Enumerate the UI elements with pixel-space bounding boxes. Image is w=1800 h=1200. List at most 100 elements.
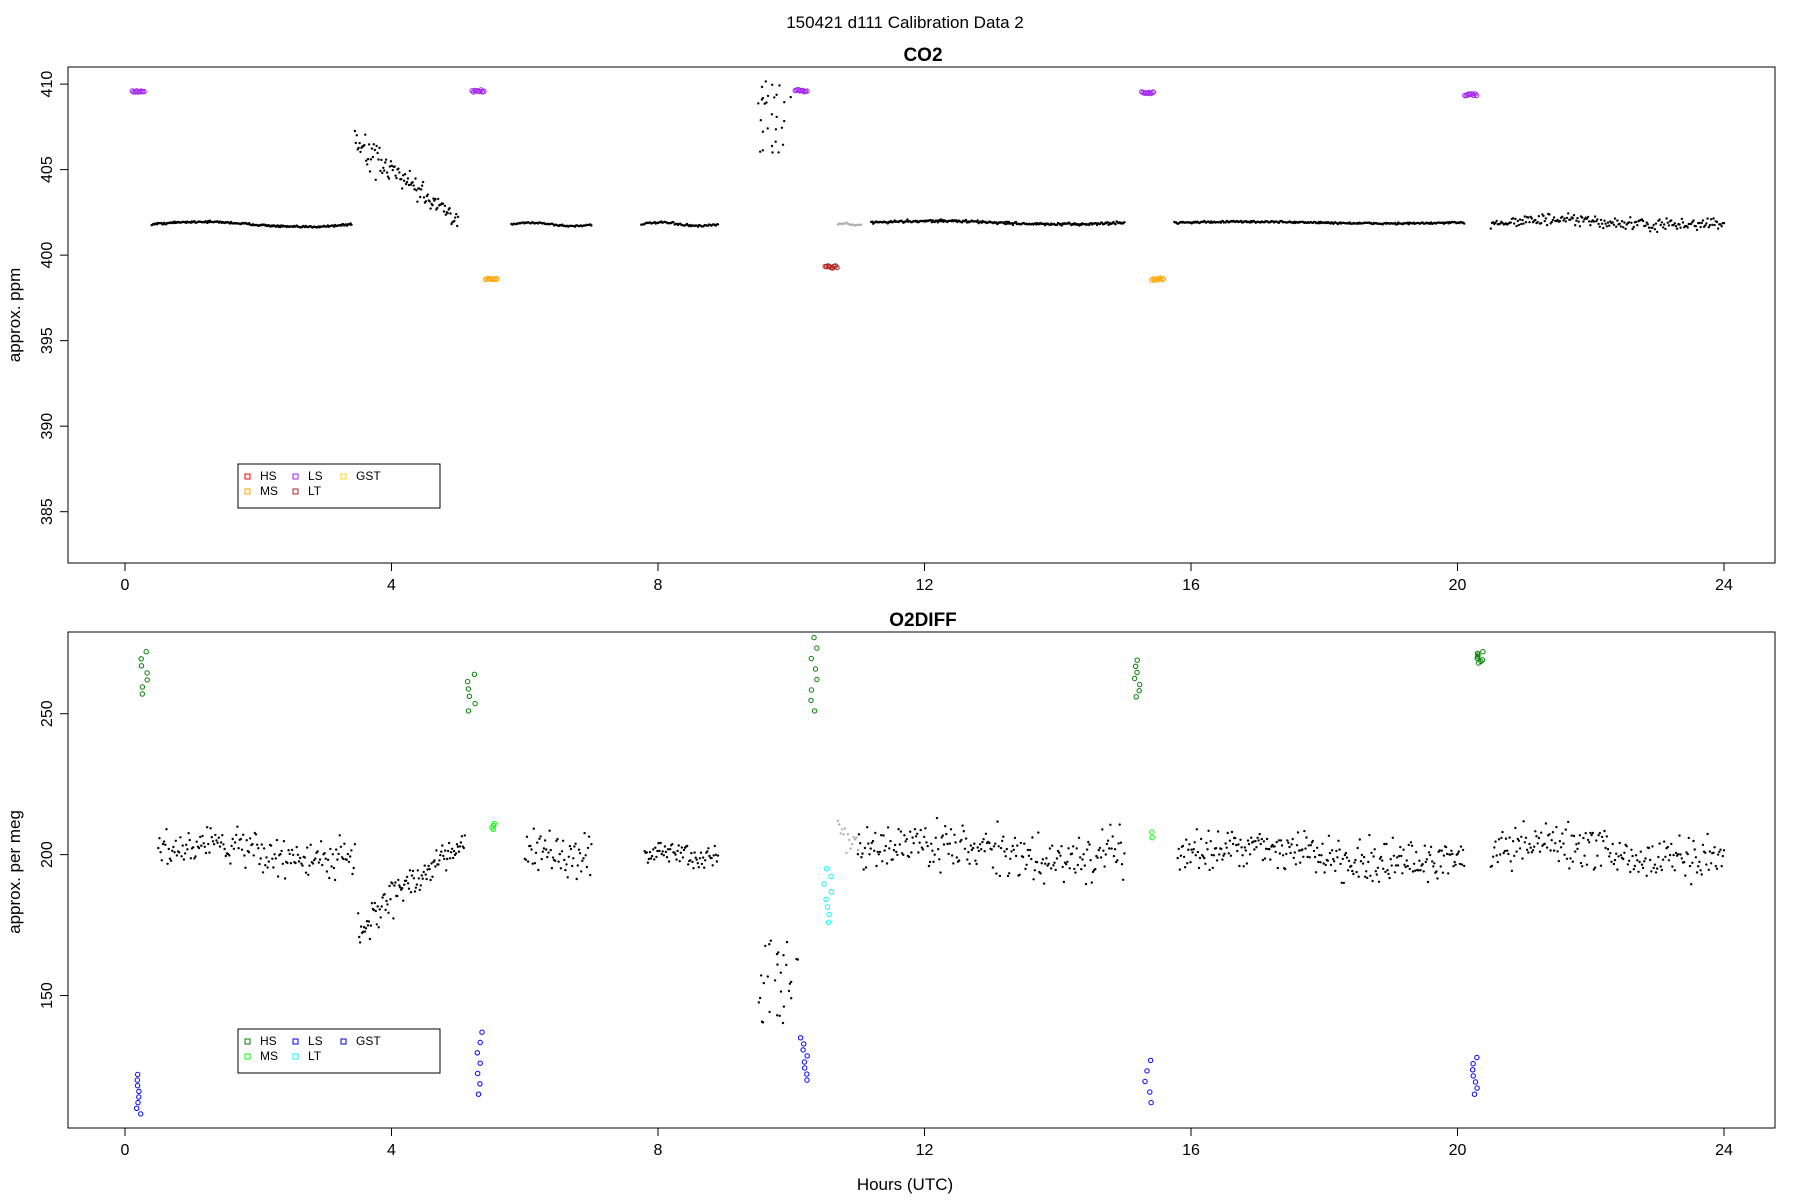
data-point bbox=[342, 857, 345, 861]
data-point bbox=[1690, 222, 1693, 226]
calibration-point bbox=[134, 1083, 141, 1089]
calibration-point bbox=[1149, 835, 1155, 841]
data-point bbox=[398, 884, 401, 887]
data-point bbox=[1260, 837, 1264, 841]
data-point bbox=[760, 85, 764, 89]
data-point bbox=[1023, 842, 1026, 845]
data-point bbox=[1313, 855, 1317, 859]
data-point bbox=[1265, 837, 1269, 841]
x-tick-label: 0 bbox=[121, 577, 130, 594]
data-point bbox=[534, 851, 538, 855]
data-point bbox=[368, 170, 372, 173]
calibration-point bbox=[814, 645, 820, 651]
data-point bbox=[1584, 832, 1587, 835]
data-point bbox=[1695, 228, 1699, 232]
data-point bbox=[1393, 871, 1397, 874]
data-point bbox=[1522, 820, 1525, 823]
data-point bbox=[1334, 869, 1337, 873]
data-point bbox=[1603, 829, 1606, 833]
data-point bbox=[1605, 835, 1609, 838]
data-point bbox=[836, 819, 840, 823]
data-point bbox=[1445, 852, 1449, 856]
data-point bbox=[976, 846, 979, 849]
data-point bbox=[1515, 224, 1518, 228]
data-point bbox=[1618, 841, 1621, 845]
data-point bbox=[1578, 834, 1582, 837]
data-point bbox=[1188, 843, 1191, 846]
data-point bbox=[1706, 217, 1709, 220]
data-point bbox=[1514, 217, 1517, 221]
data-point bbox=[1698, 860, 1701, 863]
data-point bbox=[289, 862, 293, 865]
data-point bbox=[1572, 214, 1576, 217]
data-point bbox=[1257, 839, 1260, 842]
data-point bbox=[846, 833, 850, 836]
data-point bbox=[422, 870, 425, 874]
data-point bbox=[324, 857, 327, 860]
data-point bbox=[1583, 854, 1586, 857]
data-point bbox=[363, 930, 367, 933]
data-point bbox=[448, 207, 451, 210]
data-point bbox=[1579, 861, 1583, 865]
data-point bbox=[1422, 870, 1425, 873]
data-point bbox=[896, 853, 899, 857]
data-point bbox=[411, 181, 414, 184]
data-point bbox=[157, 846, 160, 850]
data-point bbox=[561, 839, 565, 842]
data-point bbox=[1593, 866, 1597, 869]
data-point bbox=[1686, 852, 1689, 856]
data-point bbox=[781, 1021, 785, 1025]
data-point bbox=[1347, 859, 1351, 863]
data-point bbox=[1439, 865, 1442, 868]
data-point bbox=[576, 864, 579, 867]
data-point bbox=[1694, 225, 1698, 228]
data-point bbox=[1513, 222, 1516, 225]
data-point bbox=[358, 941, 362, 944]
data-point bbox=[677, 844, 680, 847]
data-point bbox=[189, 857, 193, 860]
data-point bbox=[1722, 849, 1726, 852]
data-point bbox=[1195, 828, 1199, 831]
data-point bbox=[1492, 221, 1495, 224]
calibration-point bbox=[465, 686, 472, 692]
data-point bbox=[1720, 865, 1723, 868]
calibration-point bbox=[1470, 1061, 1476, 1067]
data-point bbox=[1716, 227, 1720, 230]
data-point bbox=[869, 847, 872, 850]
data-point bbox=[161, 842, 165, 846]
data-point bbox=[419, 884, 422, 887]
data-point bbox=[1202, 855, 1205, 858]
data-point bbox=[966, 858, 969, 861]
data-point bbox=[1252, 840, 1255, 843]
data-point bbox=[1209, 840, 1212, 843]
data-point bbox=[186, 848, 189, 851]
data-point bbox=[1407, 843, 1411, 847]
data-point bbox=[1120, 863, 1124, 866]
data-point bbox=[870, 841, 873, 845]
data-point bbox=[903, 834, 906, 837]
data-point bbox=[1617, 855, 1620, 858]
data-point bbox=[279, 852, 282, 856]
data-point bbox=[1113, 848, 1117, 851]
data-point bbox=[931, 849, 934, 852]
data-point bbox=[300, 862, 303, 865]
data-point bbox=[1599, 218, 1603, 222]
x-tick-label: 16 bbox=[1182, 1142, 1200, 1159]
data-point bbox=[373, 148, 376, 152]
data-point bbox=[358, 141, 361, 145]
x-tick-label: 24 bbox=[1715, 1142, 1733, 1159]
legend-swatch bbox=[244, 1038, 251, 1045]
data-point bbox=[780, 126, 784, 129]
calibration-point bbox=[1474, 1085, 1480, 1091]
data-point bbox=[1604, 846, 1607, 850]
data-point bbox=[307, 873, 310, 876]
data-point bbox=[441, 202, 445, 205]
data-point bbox=[790, 980, 793, 984]
data-point bbox=[1115, 860, 1118, 864]
data-point bbox=[1222, 854, 1225, 857]
calibration-point bbox=[826, 911, 832, 918]
data-point bbox=[1046, 864, 1049, 867]
data-point bbox=[450, 222, 453, 226]
data-point bbox=[575, 877, 578, 881]
data-point bbox=[862, 868, 865, 871]
